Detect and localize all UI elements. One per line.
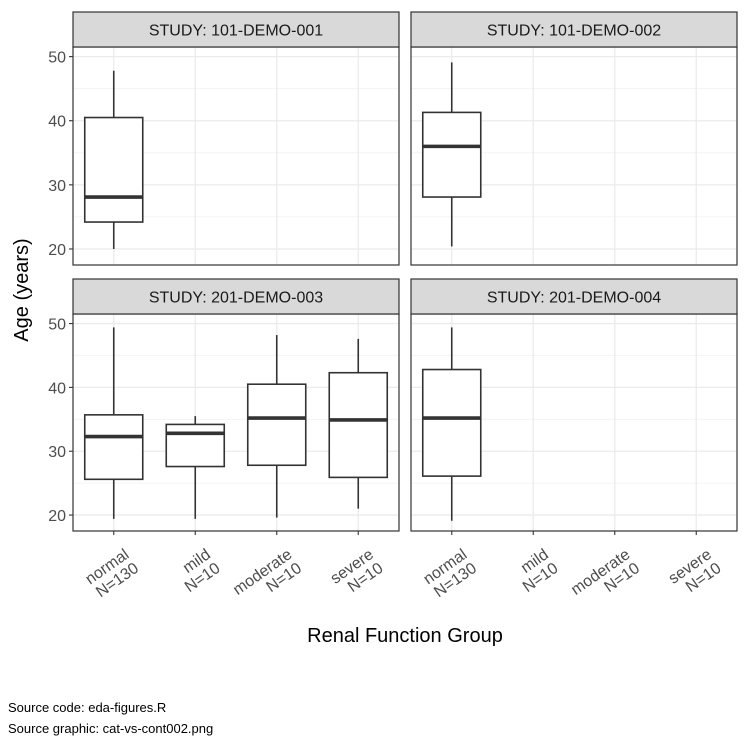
- box-element: [83, 70, 144, 249]
- facet-strip: [72, 11, 400, 48]
- y-tick-label: 40: [48, 114, 66, 131]
- box-element: [165, 416, 226, 519]
- x-tick-label: severeN=10: [328, 546, 387, 601]
- y-axes: 20 30 40 50 20 30 40 50: [48, 50, 73, 525]
- y-tick-label: 50: [48, 50, 66, 67]
- x-tick-label: normalN=130: [420, 546, 480, 602]
- y-tick-label: 50: [48, 317, 66, 334]
- box-element: [328, 338, 389, 509]
- y-axis-title: Age (years): [11, 238, 33, 341]
- source-graphic-note: Source graphic: cat-vs-cont002.png: [8, 721, 214, 736]
- box-iqr: [246, 383, 307, 467]
- facet-strip: [72, 278, 400, 315]
- x-axes: normalN=130 mildN=10 moderateN=10 severeN=1…: [82, 531, 725, 613]
- facet-strip-label: STUDY: 101-DEMO-001: [149, 23, 323, 40]
- box-iqr: [165, 423, 226, 468]
- facet-panel: STUDY: 201-DEMO-004: [410, 278, 738, 532]
- x-tick-label: severeN=10: [666, 546, 725, 601]
- facet-strip-label: STUDY: 201-DEMO-004: [487, 290, 661, 307]
- facet-strip-label: STUDY: 201-DEMO-003: [149, 290, 323, 307]
- facet-panel: STUDY: 101-DEMO-001: [72, 11, 400, 266]
- facet-panel: STUDY: 101-DEMO-002: [410, 11, 738, 266]
- box-element: [421, 327, 482, 521]
- facet-strip-label: STUDY: 101-DEMO-002: [487, 23, 661, 40]
- box-iqr: [421, 111, 482, 198]
- x-tick-label: mildN=10: [510, 546, 561, 596]
- box-iqr: [83, 116, 144, 223]
- box-element: [83, 327, 144, 519]
- x-tick-label: normalN=130: [82, 546, 142, 602]
- y-tick-label: 30: [48, 444, 66, 461]
- x-tick-label: moderateN=10: [230, 546, 305, 613]
- x-tick-label: moderateN=10: [568, 546, 643, 613]
- source-code-note: Source code: eda-figures.R: [8, 700, 167, 715]
- y-tick-label: 20: [48, 242, 66, 259]
- y-tick-label: 30: [48, 178, 66, 195]
- facet-panel: STUDY: 201-DEMO-003: [72, 278, 400, 532]
- box-iqr: [83, 414, 144, 481]
- box-iqr: [421, 368, 482, 477]
- facet-strip: [410, 278, 738, 315]
- x-axis-title: Renal Function Group: [307, 625, 503, 647]
- facet-strip: [410, 11, 738, 48]
- y-tick-label: 40: [48, 380, 66, 397]
- box-iqr: [328, 371, 389, 479]
- box-element: [246, 335, 307, 518]
- x-tick-label: mildN=10: [172, 546, 223, 596]
- facet-panels: STUDY: 101-DEMO-001 STUDY: 101-DEMO-002 ST…: [72, 11, 738, 532]
- box-element: [421, 62, 482, 247]
- y-tick-label: 20: [48, 508, 66, 525]
